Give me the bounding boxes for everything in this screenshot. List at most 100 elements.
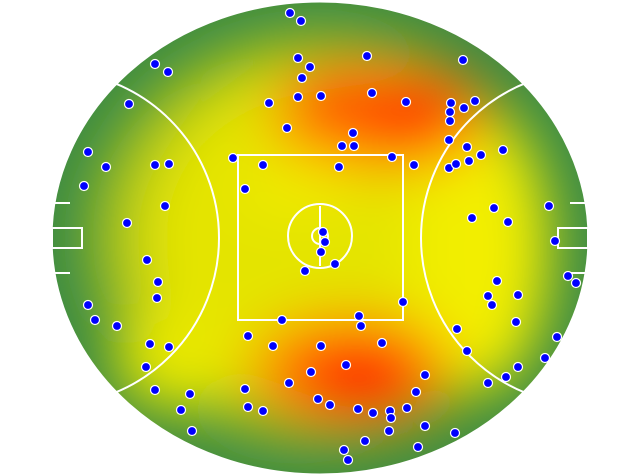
point [149, 58, 161, 70]
point [469, 95, 481, 107]
point [461, 345, 473, 357]
point [457, 54, 469, 66]
point [551, 331, 563, 343]
point [366, 87, 378, 99]
point [140, 361, 152, 373]
point [82, 146, 94, 158]
point [242, 401, 254, 413]
point [242, 330, 254, 342]
point [175, 404, 187, 416]
point [317, 226, 329, 238]
point [510, 316, 522, 328]
point [500, 371, 512, 383]
point [284, 7, 296, 19]
point [419, 420, 431, 432]
point [562, 270, 574, 282]
point [163, 158, 175, 170]
point [401, 402, 413, 414]
point [543, 200, 555, 212]
point [355, 320, 367, 332]
point [412, 441, 424, 453]
point [449, 427, 461, 439]
point [400, 96, 412, 108]
point [257, 405, 269, 417]
point [353, 310, 365, 322]
point [482, 377, 494, 389]
point [491, 275, 503, 287]
point [463, 155, 475, 167]
point [305, 366, 317, 378]
point [361, 50, 373, 62]
point [162, 66, 174, 78]
point [82, 299, 94, 311]
point [186, 425, 198, 437]
point [347, 127, 359, 139]
point [397, 296, 409, 308]
point [292, 52, 304, 64]
point [100, 161, 112, 173]
point [149, 159, 161, 171]
point [78, 180, 90, 192]
point [340, 359, 352, 371]
point [342, 454, 354, 466]
point [461, 141, 473, 153]
point [497, 144, 509, 156]
point [141, 254, 153, 266]
point [329, 258, 341, 270]
point [539, 352, 551, 364]
point [296, 72, 308, 84]
point [333, 161, 345, 173]
point [385, 412, 397, 424]
point [151, 292, 163, 304]
point [458, 102, 470, 114]
point [475, 149, 487, 161]
point [312, 393, 324, 405]
point [338, 444, 350, 456]
point [319, 236, 331, 248]
point [152, 276, 164, 288]
point [257, 159, 269, 171]
point [263, 97, 275, 109]
point [121, 217, 133, 229]
point [444, 106, 456, 118]
point [512, 289, 524, 301]
point [570, 277, 582, 289]
point [123, 98, 135, 110]
point [239, 183, 251, 195]
point [348, 140, 360, 152]
point [502, 216, 514, 228]
point [184, 388, 196, 400]
point [144, 338, 156, 350]
point [367, 407, 379, 419]
point [336, 140, 348, 152]
point [512, 361, 524, 373]
point [292, 91, 304, 103]
point [295, 15, 307, 27]
point [149, 384, 161, 396]
point [383, 425, 395, 437]
point [443, 134, 455, 146]
point [299, 265, 311, 277]
point [482, 290, 494, 302]
point [283, 377, 295, 389]
point [445, 97, 457, 109]
boundary [51, 1, 589, 475]
point [267, 340, 279, 352]
point [111, 320, 123, 332]
point [450, 158, 462, 170]
point [352, 403, 364, 415]
point [549, 235, 561, 247]
point [359, 435, 371, 447]
point [486, 299, 498, 311]
point [466, 212, 478, 224]
point [89, 314, 101, 326]
point [239, 383, 251, 395]
point [324, 399, 336, 411]
point [315, 246, 327, 258]
point [488, 202, 500, 214]
point [376, 337, 388, 349]
point [304, 61, 316, 73]
point [276, 314, 288, 326]
point [451, 323, 463, 335]
